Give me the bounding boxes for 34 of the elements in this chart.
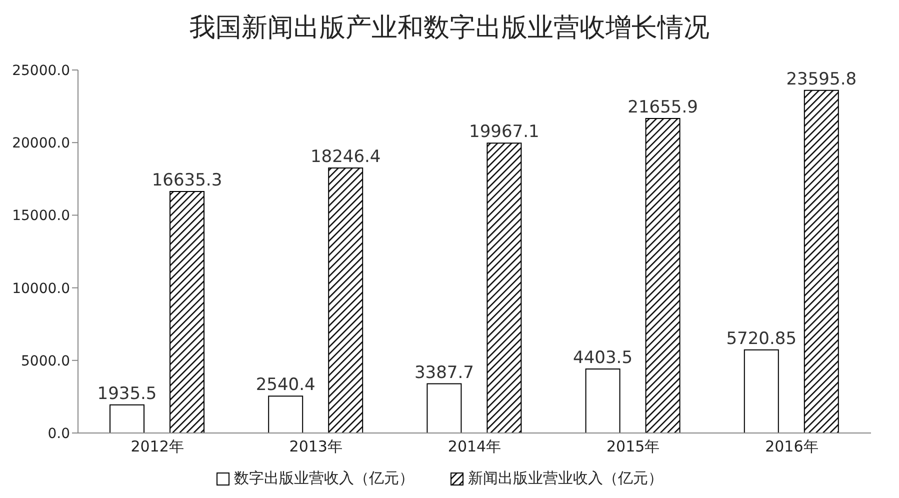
bar	[486, 142, 522, 433]
y-tick-label: 5000.0	[21, 353, 70, 370]
bar	[645, 118, 680, 433]
x-tick-label: 2014年	[448, 438, 502, 456]
data-label: 5720.85	[726, 328, 797, 349]
data-label: 19967.1	[469, 122, 540, 142]
y-tick-label: 0.0	[48, 426, 70, 442]
bar	[170, 190, 204, 433]
bar	[268, 396, 304, 433]
bar	[585, 368, 620, 433]
bar	[744, 349, 779, 433]
bar	[110, 404, 144, 433]
data-label: 4403.5	[573, 348, 633, 368]
y-tick-label: 10000.0	[12, 280, 70, 297]
y-tick-label: 15000.0	[12, 208, 70, 224]
bar	[426, 383, 462, 433]
x-tick-label: 2016年	[765, 438, 818, 456]
data-label: 3387.7	[414, 362, 474, 383]
x-tick-label: 2013年	[289, 438, 342, 456]
legend-label: 新闻出版业营业收入（亿元）	[468, 469, 663, 488]
legend-label: 数字出版业营收入（亿元）	[234, 469, 414, 488]
x-tick-label: 2012年	[130, 438, 184, 456]
data-label: 16635.3	[152, 170, 222, 190]
x-tick-label: 2015年	[606, 438, 660, 456]
data-label: 23595.8	[786, 69, 857, 90]
y-tick-label: 25000.0	[12, 62, 70, 79]
bar	[804, 90, 839, 433]
data-label: 21655.9	[628, 98, 698, 118]
chart-title: 我国新闻出版产业和数字出版业营收增长情况	[188, 12, 710, 45]
bar	[328, 168, 364, 433]
data-label: 2540.4	[256, 375, 316, 396]
data-label: 18246.4	[310, 147, 381, 168]
y-tick-label: 20000.0	[12, 136, 70, 152]
data-label: 1935.5	[97, 384, 157, 404]
